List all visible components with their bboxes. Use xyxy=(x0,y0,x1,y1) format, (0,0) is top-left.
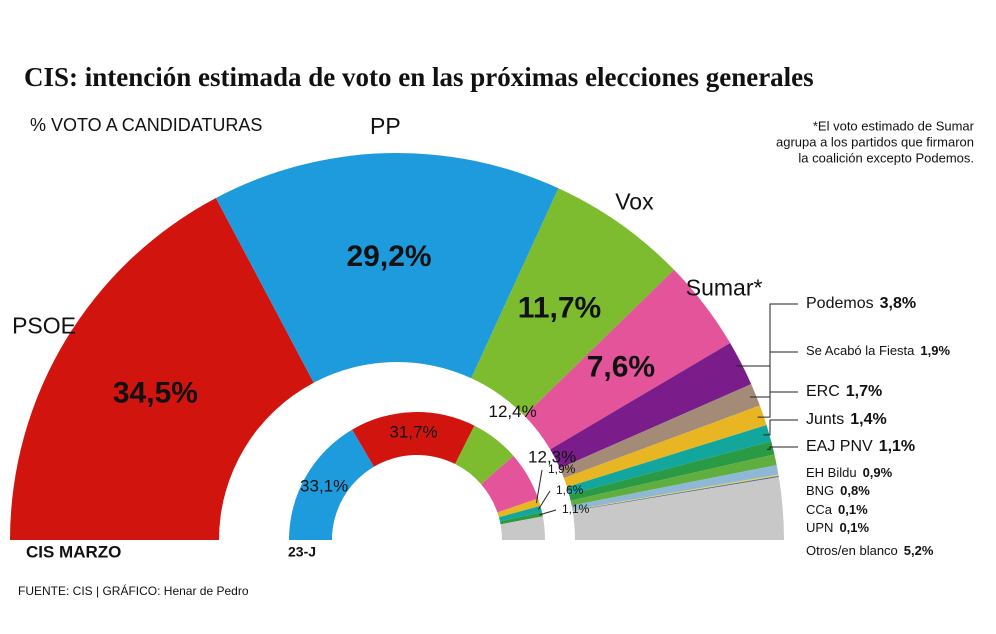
ring-title: 23-J xyxy=(288,544,316,560)
legend-entry: CCa 0,1% xyxy=(806,502,868,517)
value-label: 12,3% xyxy=(528,448,576,467)
slice xyxy=(563,405,767,488)
legend-entry: Junts 1,4% xyxy=(806,411,887,428)
note: agrupa a los partidos que firmaron xyxy=(776,134,974,149)
value-label: 29,2% xyxy=(346,240,431,273)
legend-name: UPN xyxy=(806,520,833,535)
note: la coalición excepto Podemos. xyxy=(798,150,974,165)
slice xyxy=(550,343,752,469)
slice xyxy=(352,412,475,467)
legend-name: Junts xyxy=(806,411,844,428)
legend-entry: Se Acabó la Fiesta 1,9% xyxy=(806,343,950,358)
slice xyxy=(455,425,514,485)
legend-value: 3,8% xyxy=(880,295,916,312)
leader-line xyxy=(763,419,798,436)
note: *El voto estimado de Sumar xyxy=(813,118,975,133)
legend-value: 1,1% xyxy=(879,438,915,455)
legend-entry: ERC 1,7% xyxy=(806,383,882,400)
leader-line xyxy=(757,391,798,418)
slice xyxy=(559,384,760,479)
slice xyxy=(497,498,541,518)
legend-entry: UPN 0,1% xyxy=(806,520,870,535)
slice xyxy=(570,454,777,506)
slice xyxy=(215,153,559,383)
category-label: Sumar* xyxy=(686,275,763,301)
legend-name: BNG xyxy=(806,483,834,498)
slice xyxy=(10,197,314,540)
legend-name: Se Acabó la Fiesta xyxy=(806,343,915,358)
legend-entry: BNG 0,8% xyxy=(806,483,870,498)
slice xyxy=(566,425,772,495)
value-label: 1,6% xyxy=(556,483,584,497)
legend-name: EAJ PNV xyxy=(806,438,873,455)
value-label: 1,1% xyxy=(562,502,590,516)
legend-value: 0,8% xyxy=(840,483,870,498)
source: FUENTE: CIS | GRÁFICO: Henar de Pedro xyxy=(18,583,249,598)
legend-name: EH Bildu xyxy=(806,465,857,480)
slice xyxy=(572,474,779,511)
category-label: Vox xyxy=(615,188,654,214)
value-label: 1,9% xyxy=(548,462,576,476)
leader-line xyxy=(535,469,543,504)
legend-value: 1,9% xyxy=(920,343,950,358)
value-label: 33,1% xyxy=(300,476,348,495)
value-label: 12,4% xyxy=(489,402,537,421)
slice xyxy=(289,429,374,540)
leader-line xyxy=(537,490,551,510)
value-label: 31,7% xyxy=(389,423,437,442)
slice xyxy=(571,465,779,510)
legend-value: 1,7% xyxy=(846,383,882,400)
leader-line xyxy=(735,303,798,367)
legend-entry: Otros/en blanco 5,2% xyxy=(806,543,934,558)
slice xyxy=(572,477,784,540)
value-label: 34,5% xyxy=(113,376,198,409)
legend-value: 0,1% xyxy=(839,520,869,535)
ring-title: CIS MARZO xyxy=(26,542,121,561)
legend-value: 0,9% xyxy=(863,465,893,480)
leader-line xyxy=(767,446,798,450)
legend-value: 0,1% xyxy=(838,502,868,517)
subtitle: % VOTO A CANDIDATURAS xyxy=(30,115,262,135)
category-label: PP xyxy=(370,113,401,139)
legend-name: Otros/en blanco xyxy=(806,543,898,558)
leader-line xyxy=(539,509,557,516)
leader-line xyxy=(750,351,798,398)
legend-value: 1,4% xyxy=(850,411,886,428)
slice xyxy=(524,269,731,450)
value-label: 7,6% xyxy=(587,350,655,383)
slice xyxy=(481,455,539,513)
legend-name: CCa xyxy=(806,502,833,517)
legend-name: ERC xyxy=(806,383,840,400)
slice xyxy=(471,188,675,416)
slice xyxy=(569,441,775,501)
legend-entry: EH Bildu 0,9% xyxy=(806,465,893,480)
legend-entry: Podemos 3,8% xyxy=(806,295,916,312)
slice xyxy=(572,475,779,512)
chart-title: CIS: intención estimada de voto en las p… xyxy=(24,62,814,92)
legend-name: Podemos xyxy=(806,295,874,312)
slice xyxy=(500,516,545,540)
legend-value: 5,2% xyxy=(904,543,934,558)
slice xyxy=(499,512,543,525)
slice xyxy=(498,505,542,522)
category-label: PSOE xyxy=(12,313,76,339)
value-label: 11,7% xyxy=(518,291,601,324)
legend-entry: EAJ PNV 1,1% xyxy=(806,438,915,455)
